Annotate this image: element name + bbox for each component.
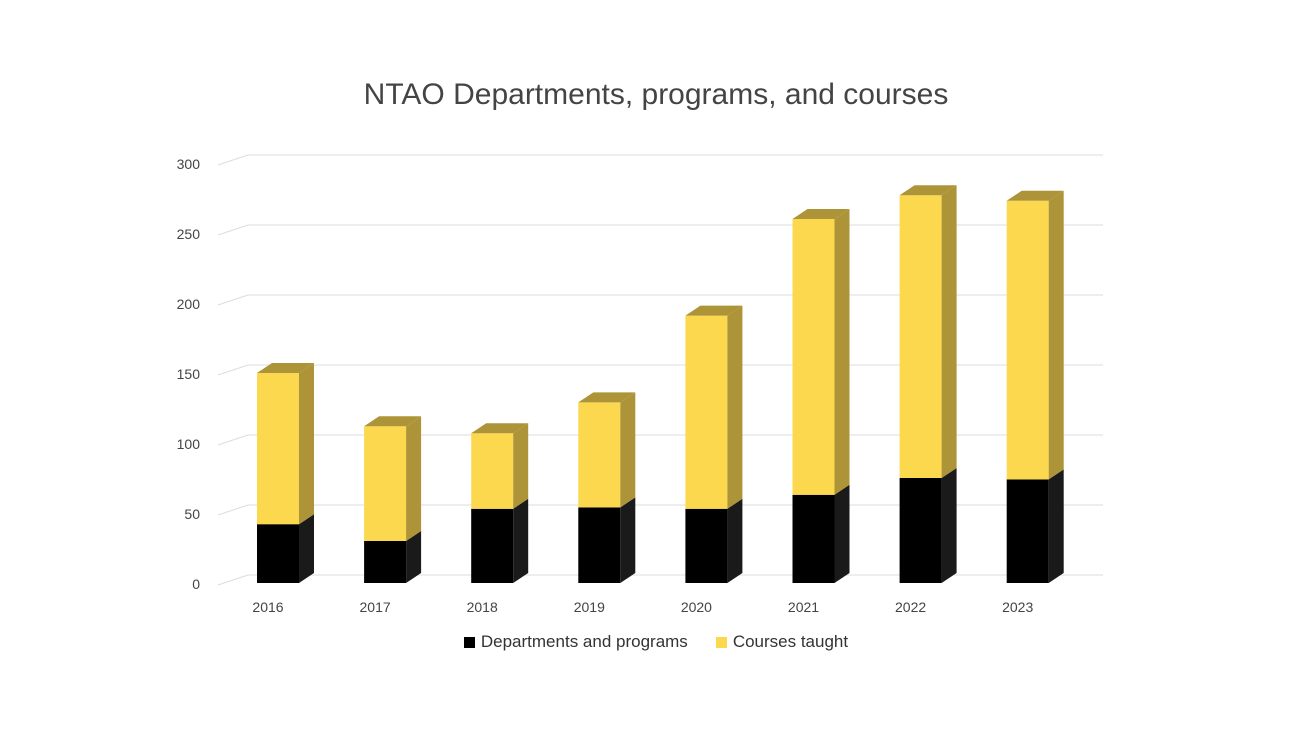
- gridline-depth: [217, 294, 249, 306]
- gridline-depth: [217, 574, 249, 586]
- bar-side-departments-2016: [299, 514, 314, 583]
- bar-side-courses-2022: [941, 185, 957, 478]
- bar-top-2016: [257, 363, 314, 373]
- x-tick-label: 2023: [1002, 599, 1033, 615]
- bar-side-departments-2021: [834, 484, 850, 583]
- bar-top-2018: [471, 423, 529, 434]
- bar-side-courses-2016: [299, 363, 314, 525]
- bar-side-courses-2019: [620, 392, 636, 508]
- gridline-depth: [217, 434, 249, 446]
- legend-item-departments: Departments and programs: [463, 632, 688, 652]
- bar-departments-2020: [685, 508, 728, 583]
- y-tick-label: 150: [177, 366, 201, 382]
- x-tick-label: 2018: [467, 599, 498, 615]
- bar-courses-2021: [792, 219, 835, 495]
- bar-departments-2016: [257, 524, 299, 583]
- bar-side-departments-2023: [1048, 469, 1064, 583]
- chart-title: NTAO Departments, programs, and courses: [363, 78, 949, 111]
- legend-swatch-departments: [463, 636, 475, 648]
- bar-departments-2022: [899, 478, 942, 583]
- y-tick-label: 50: [184, 506, 200, 522]
- y-tick-label: 0: [192, 576, 200, 592]
- legend-label-departments: Departments and programs: [480, 632, 688, 651]
- bar-courses-2018: [471, 433, 514, 509]
- bar-side-departments-2018: [513, 498, 529, 583]
- legend-item-courses: Courses taught: [715, 632, 849, 652]
- bar-side-departments-2022: [941, 468, 957, 583]
- bar-top-2019: [578, 392, 636, 403]
- bar-side-departments-2017: [406, 531, 422, 583]
- y-tick-label: 300: [177, 156, 201, 172]
- bar-top-2022: [899, 185, 957, 196]
- bar-courses-2020: [685, 315, 728, 509]
- x-tick-label: 2020: [681, 599, 712, 615]
- bar-courses-2023: [1006, 200, 1049, 480]
- bar-departments-2019: [578, 507, 621, 583]
- bar-courses-2016: [257, 373, 299, 525]
- bar-top-2020: [685, 305, 743, 316]
- bar-side-departments-2019: [620, 497, 636, 583]
- chart-legend: Departments and programs Courses taught: [0, 632, 1312, 652]
- bar-side-courses-2017: [406, 416, 422, 541]
- x-tick-label: 2021: [788, 599, 819, 615]
- bar-courses-2022: [899, 195, 942, 478]
- y-tick-label: 100: [177, 436, 201, 452]
- gridline-depth: [217, 504, 249, 516]
- bar-departments-2018: [471, 508, 514, 583]
- bar-side-courses-2021: [834, 209, 850, 495]
- bar-top-2017: [364, 416, 422, 427]
- bar-departments-2021: [792, 494, 835, 583]
- x-tick-label: 2016: [252, 599, 283, 615]
- bar-side-courses-2018: [513, 423, 529, 509]
- y-tick-label: 200: [177, 296, 201, 312]
- bar-courses-2019: [578, 402, 621, 508]
- gridline-depth: [217, 364, 249, 376]
- x-tick-label: 2022: [895, 599, 926, 615]
- bar-side-departments-2020: [727, 498, 743, 583]
- bar-courses-2017: [364, 426, 407, 541]
- bar-departments-2017: [364, 541, 407, 583]
- x-tick-label: 2019: [574, 599, 605, 615]
- bar-top-2023: [1006, 190, 1064, 201]
- y-tick-label: 250: [177, 226, 201, 242]
- bar-side-courses-2020: [727, 305, 743, 509]
- gridline-depth: [217, 224, 249, 236]
- x-tick-label: 2017: [360, 599, 391, 615]
- bar-side-courses-2023: [1048, 190, 1064, 480]
- bar-top-2021: [792, 209, 850, 219]
- legend-swatch-courses: [715, 636, 727, 648]
- legend-label-courses: Courses taught: [732, 632, 849, 651]
- bar-departments-2023: [1006, 479, 1049, 583]
- gridline-depth: [217, 154, 249, 166]
